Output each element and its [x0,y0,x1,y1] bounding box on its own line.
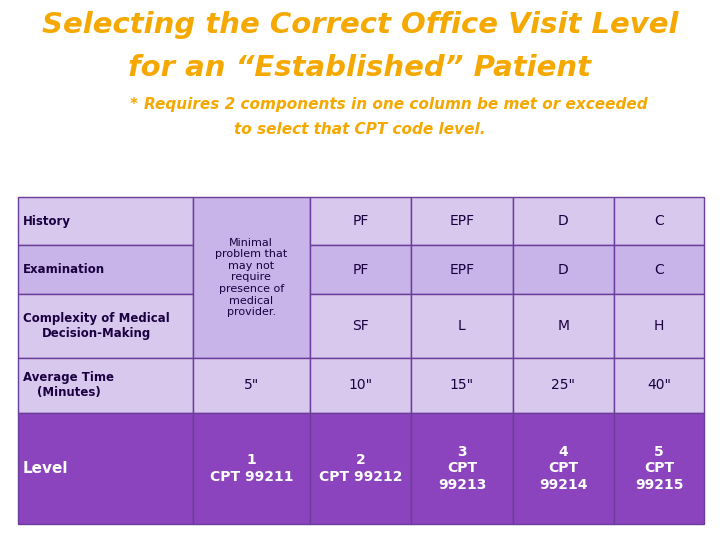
Bar [18,357,193,413]
Text: 40": 40" [647,379,671,392]
Bar [310,357,411,413]
Bar [310,294,411,357]
Text: PF: PF [352,262,369,276]
Text: 10": 10" [348,379,372,392]
Bar [310,246,411,294]
Bar [614,294,704,357]
Text: Requires 2 components in one column be met or exceeded: Requires 2 components in one column be m… [144,97,647,112]
Bar [513,357,614,413]
Bar [411,197,513,246]
Text: Average Time
(Minutes): Average Time (Minutes) [23,372,114,399]
Bar [18,197,193,246]
Text: to select that CPT code level.: to select that CPT code level. [234,122,486,137]
Bar [193,413,310,524]
Text: *: * [130,97,138,112]
Bar [310,197,411,246]
Text: 2
CPT 99212: 2 CPT 99212 [319,453,402,483]
Text: Complexity of Medical
Decision-Making: Complexity of Medical Decision-Making [23,312,170,340]
Text: History: History [23,215,71,228]
Bar [193,197,310,357]
Text: Minimal
problem that
may not
require
presence of
medical
provider.: Minimal problem that may not require pre… [215,238,287,317]
Text: Selecting the Correct Office Visit Level: Selecting the Correct Office Visit Level [42,11,678,39]
Text: 1
CPT 99211: 1 CPT 99211 [210,453,293,483]
Bar [513,294,614,357]
Text: C: C [654,214,664,228]
Text: EPF: EPF [449,214,474,228]
Bar [614,413,704,524]
Text: Level: Level [23,461,68,476]
Text: 25": 25" [552,379,575,392]
Text: Examination: Examination [23,263,105,276]
Bar [513,413,614,524]
Text: PF: PF [352,214,369,228]
Bar [411,357,513,413]
Text: L: L [458,319,466,333]
Bar [513,246,614,294]
Bar [411,246,513,294]
Text: 4
CPT
99214: 4 CPT 99214 [539,445,588,491]
Text: M: M [557,319,570,333]
Bar [411,294,513,357]
Text: D: D [558,214,569,228]
Bar [614,197,704,246]
Text: EPF: EPF [449,262,474,276]
Bar [18,294,193,357]
Bar [513,197,614,246]
Bar [18,413,193,524]
Text: 3
CPT
99213: 3 CPT 99213 [438,445,486,491]
Text: C: C [654,262,664,276]
Bar [310,413,411,524]
Text: for an “Established” Patient: for an “Established” Patient [128,54,592,82]
Text: 15": 15" [450,379,474,392]
Bar [18,246,193,294]
Bar [411,413,513,524]
Text: H: H [654,319,665,333]
Bar [614,246,704,294]
Bar [193,357,310,413]
Bar [614,357,704,413]
Text: 5
CPT
99215: 5 CPT 99215 [635,445,683,491]
Text: D: D [558,262,569,276]
Text: 5": 5" [243,379,259,392]
Text: SF: SF [352,319,369,333]
